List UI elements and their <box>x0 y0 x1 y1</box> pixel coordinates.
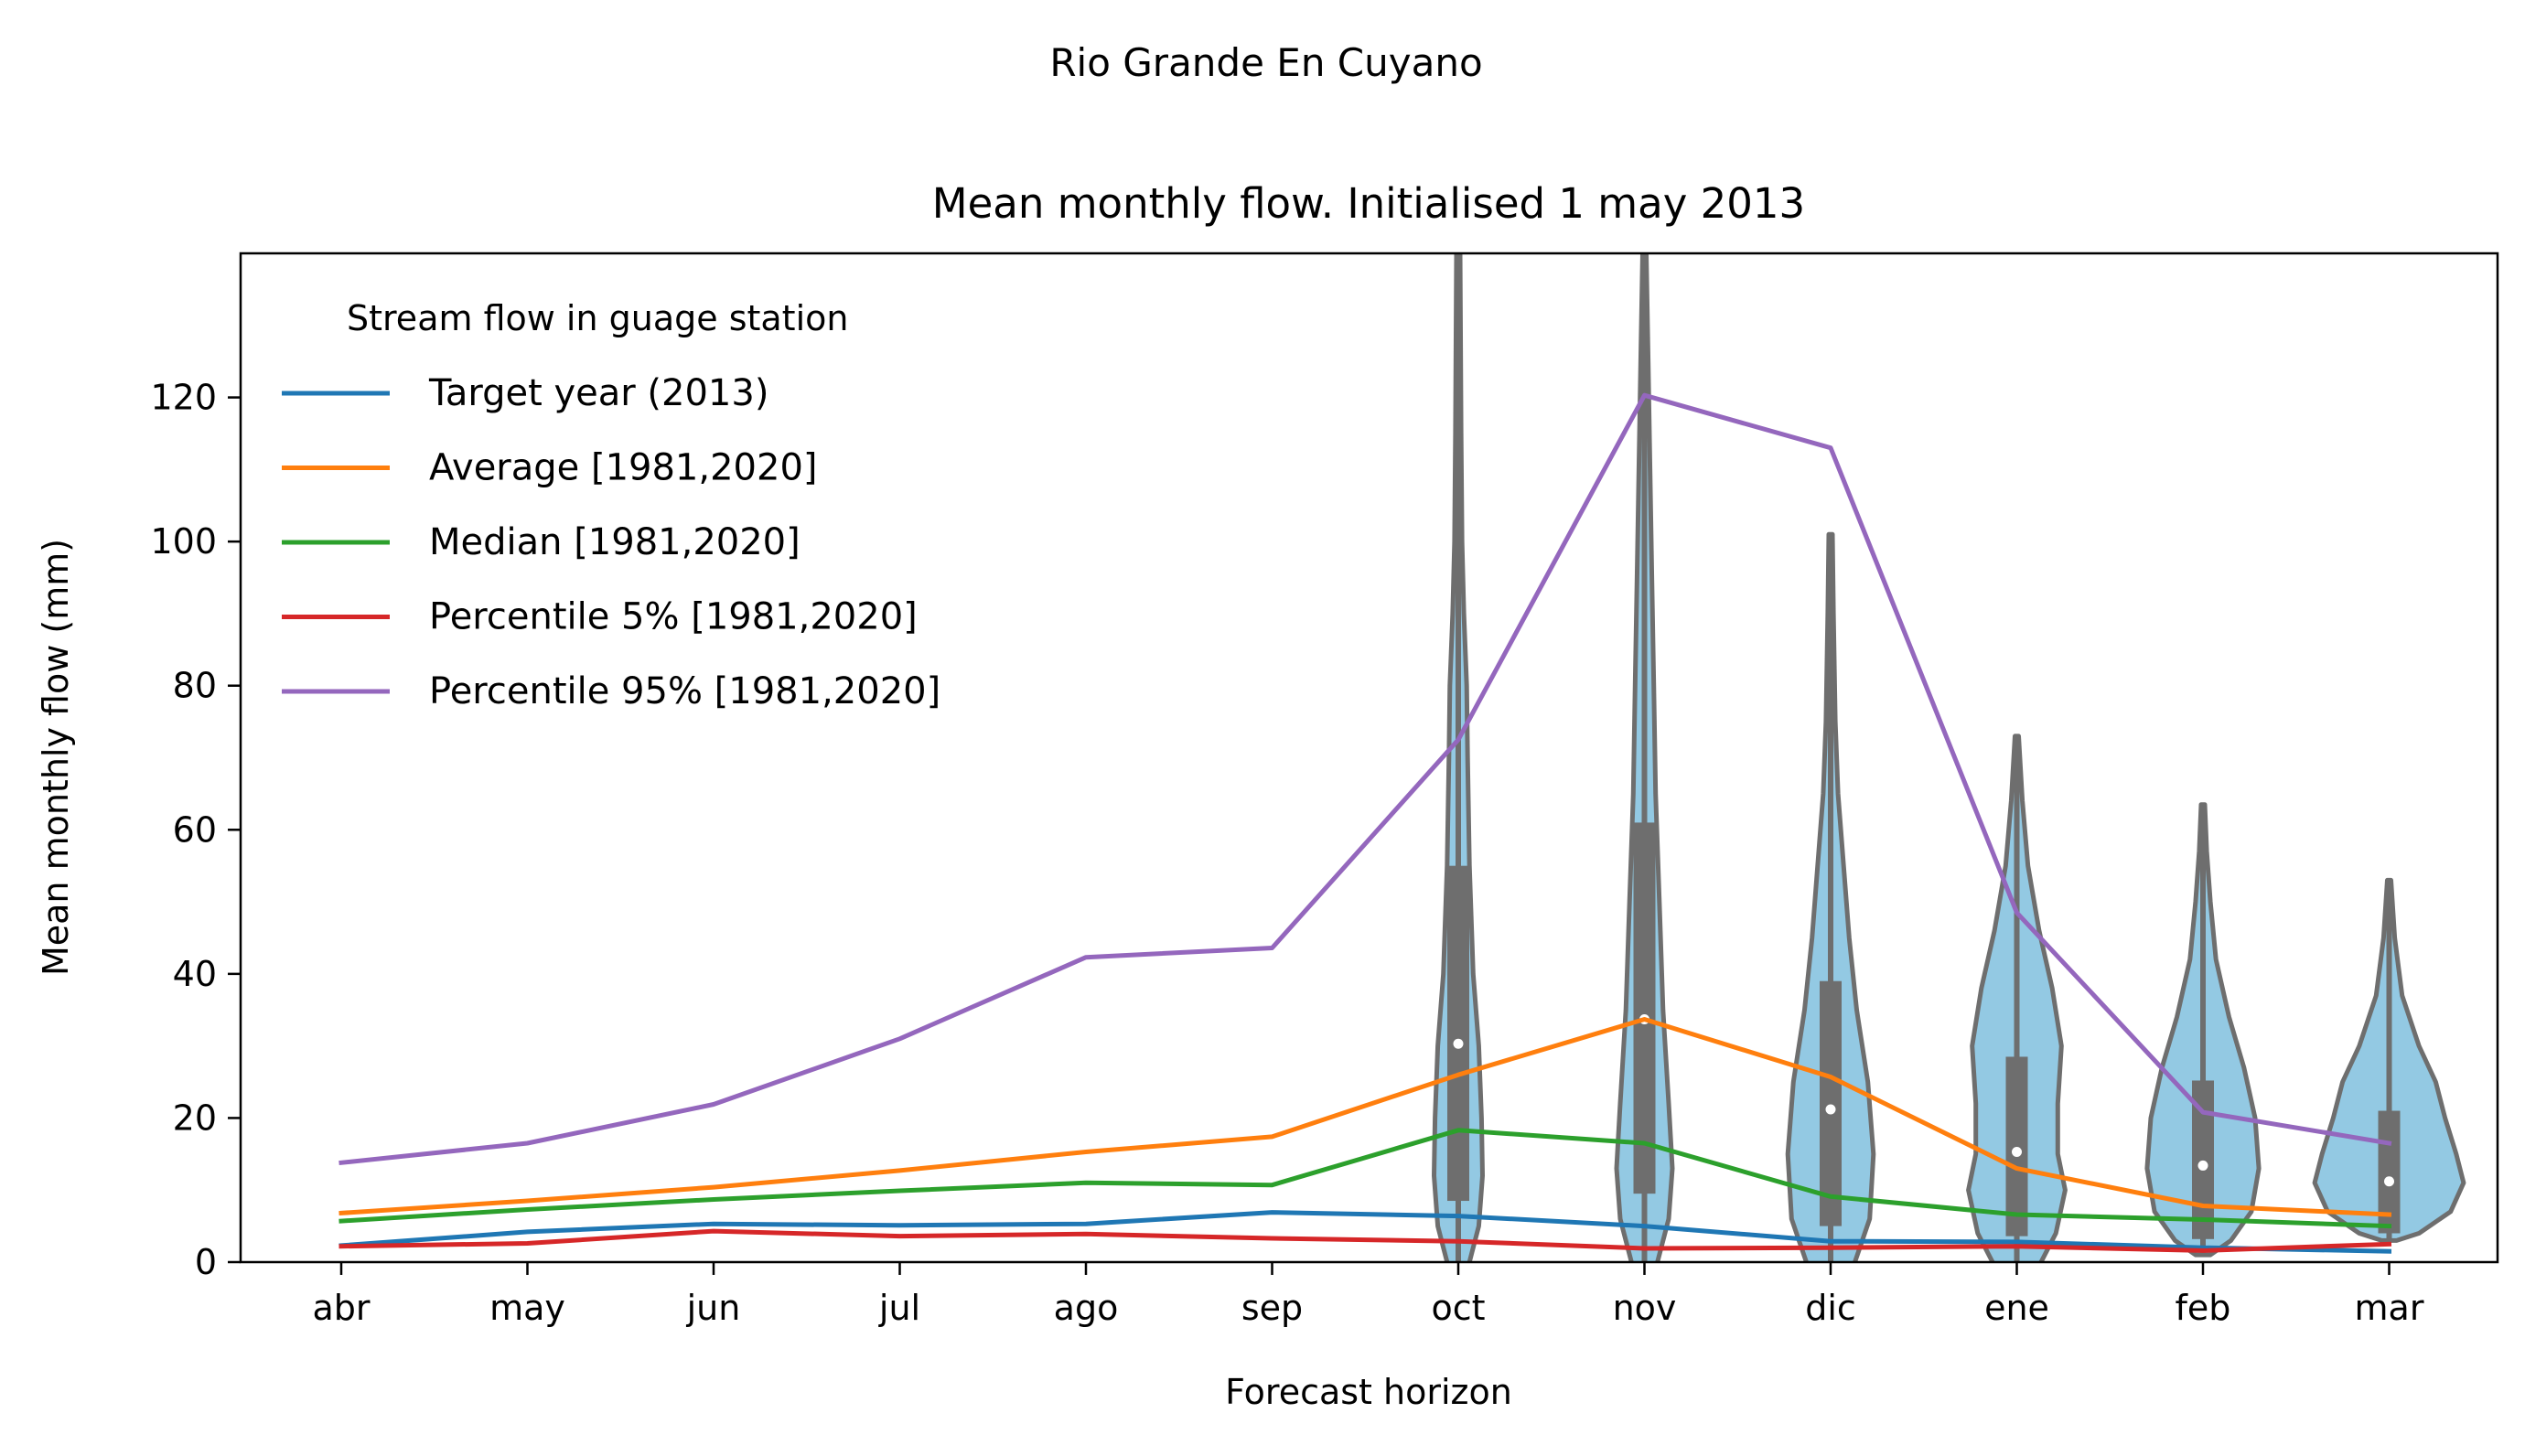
plot-frame <box>239 252 2499 1264</box>
x-tick-label-abr: abr <box>312 1288 370 1328</box>
figure-suptitle: Rio Grande En Cuyano <box>1049 40 1482 85</box>
x-tick-label-sep: sep <box>1241 1288 1303 1328</box>
x-tick-label-mar: mar <box>2355 1288 2424 1328</box>
violin-median-ene <box>2012 1146 2022 1157</box>
series-line-1 <box>338 1210 2392 1254</box>
chart-title: Mean monthly flow. Initialised 1 may 201… <box>932 179 1805 228</box>
x-tick-label-feb: feb <box>2176 1288 2231 1328</box>
violin-median-dic <box>1825 1104 1836 1115</box>
x-tick-label-dic: dic <box>1805 1288 1856 1328</box>
y-tick-label-0: 0 <box>195 1242 217 1282</box>
plot-area <box>338 253 2466 1262</box>
y-tick-label-40: 40 <box>173 954 217 994</box>
x-tick-label-jun: jun <box>686 1288 741 1328</box>
series-lines <box>338 392 2392 1254</box>
legend-label-1: Target year (2013) <box>428 372 768 414</box>
legend-label-5: Percentile 95% [1981,2020] <box>429 670 940 712</box>
y-axis-label: Mean monthly flow (mm) <box>36 539 76 976</box>
x-tick-label-nov: nov <box>1613 1288 1677 1328</box>
violin-iqr-box-oct <box>1447 865 1469 1202</box>
x-tick-label-may: may <box>489 1288 565 1328</box>
x-axis-label: Forecast horizon <box>1225 1372 1512 1412</box>
violin-median-mar <box>2384 1176 2394 1187</box>
legend-title: Stream flow in guage station <box>347 298 848 338</box>
violin-median-feb <box>2197 1160 2208 1171</box>
y-tick-label-60: 60 <box>173 809 217 850</box>
legend: Stream flow in guage station Target year… <box>282 298 940 712</box>
x-tick-label-ene: ene <box>1984 1288 2049 1328</box>
legend-label-2: Average [1981,2020] <box>429 447 818 489</box>
series-line-2 <box>338 1017 2392 1217</box>
y-tick-label-20: 20 <box>173 1097 217 1138</box>
violin-iqr-box-nov <box>1633 822 1656 1194</box>
x-tick-label-ago: ago <box>1054 1288 1119 1328</box>
violin-group <box>1432 253 2466 1262</box>
series-line-4 <box>338 1228 2392 1253</box>
series-line-5 <box>338 392 2392 1166</box>
legend-label-3: Median [1981,2020] <box>429 521 800 563</box>
violin-iqr-box-dic <box>1820 980 1842 1226</box>
violin-iqr-box-ene <box>2005 1056 2028 1237</box>
y-tick-label-100: 100 <box>150 521 217 562</box>
x-tick-label-jul: jul <box>878 1288 920 1328</box>
axes: abr may jun jul ago sep oct nov dic ene feb mar 0 20 4… <box>150 252 2499 1328</box>
y-tick-label-80: 80 <box>173 666 217 706</box>
legend-label-4: Percentile 5% [1981,2020] <box>429 596 918 638</box>
x-tick-label-oct: oct <box>1431 1288 1485 1328</box>
y-tick-label-120: 120 <box>150 378 217 418</box>
violin-median-oct <box>1453 1038 1464 1049</box>
series-line-3 <box>338 1128 2392 1229</box>
